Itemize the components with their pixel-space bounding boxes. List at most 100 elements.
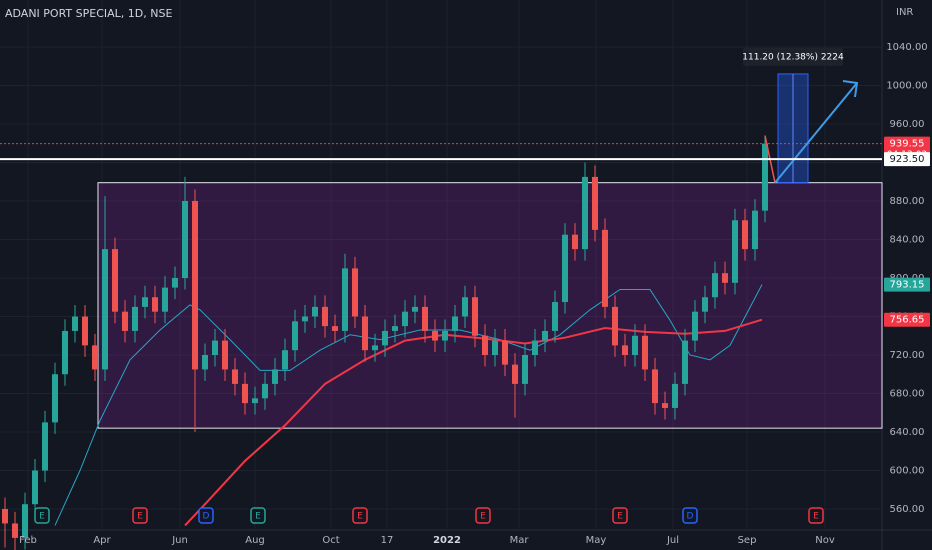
event-icon [132,507,148,524]
candle-body [482,335,488,356]
event-label: D [687,512,694,522]
x-tick-label: 17 [381,535,394,546]
candle-body [672,383,678,408]
candle-body [302,316,308,322]
candle-body [112,249,118,312]
candle-body [352,268,358,317]
y-tick-label: 880.00 [890,196,925,207]
x-tick-label: Jul [666,535,679,546]
candle-body [522,355,528,384]
chart-title: ADANI PORT SPECIAL, 1D, NSE [5,7,172,20]
x-tick-label: Feb [19,535,37,546]
candle-body [432,330,438,341]
candle-body [82,316,88,346]
candle-body [702,297,708,312]
projection-arrow [774,82,858,184]
candle-body [602,229,608,307]
price-label: 793.15 [890,280,925,291]
candle-body [2,509,8,524]
event-label: E [480,512,486,522]
candle-body [732,220,738,283]
candle-body [12,523,18,538]
candle-body [392,326,398,331]
candle-body [692,311,698,341]
candle-body [312,306,318,317]
price-label: 923.50 [890,154,925,165]
candle-body [562,234,568,303]
x-tick-label: Oct [322,535,339,546]
projection-arrow-head [842,80,859,98]
event-label: E [39,512,45,522]
candle-body [322,306,328,327]
candle-body [132,306,138,331]
x-tick-label: Sep [738,535,757,546]
candle-body [402,311,408,327]
candle-body [282,350,288,370]
candle-body [752,210,758,250]
candle-body [122,311,128,331]
y-tick-label: 960.00 [890,119,925,130]
candle-body [762,143,768,211]
candle-body [592,176,598,230]
candle-body [242,383,248,404]
event-icon [475,507,491,524]
event-icon [612,507,628,524]
candle-body [32,470,38,505]
candle-body [712,273,718,298]
candle-body [92,345,98,370]
price-label-bg [884,152,930,167]
candle-body [422,306,428,331]
candle-body [462,297,468,317]
candle-body [452,316,458,331]
candle-body [382,330,388,346]
candle-body [742,220,748,250]
x-tick-label: Nov [815,535,835,546]
price-label: 756.65 [890,315,925,326]
y-tick-label: 640.00 [890,427,925,438]
candle-body [472,297,478,336]
y-tick-label: 720.00 [890,350,925,361]
candle-body [272,369,278,384]
x-tick-label: May [586,535,607,546]
candle-body [172,277,178,288]
candle-body [622,345,628,356]
candle-body [232,369,238,384]
x-tick-label: Mar [510,535,530,546]
candle-body [492,340,498,356]
candle-body [202,355,208,370]
candle-body [72,316,78,331]
y-tick-label: 840.00 [890,234,925,245]
candle-body [652,369,658,404]
candle-body [222,340,228,370]
candle-body [262,383,268,399]
candle-body [42,422,48,471]
measure-label-bg [743,47,843,66]
event-label: D [203,512,210,522]
candle-body [212,340,218,356]
candle-body [722,273,728,283]
candle-body [552,302,558,331]
y-tick-label: 1000.00 [886,80,927,91]
event-icon [34,507,50,524]
candle-body [182,200,188,278]
candle-body [682,340,688,384]
candle-body [582,176,588,250]
candle-body [372,345,378,351]
candle-body [332,326,338,331]
event-label: E [617,512,623,522]
price-label: 939.55 [890,139,925,150]
candle-body [632,335,638,356]
event-icon [352,507,368,524]
y-tick-label: 560.00 [890,504,925,515]
candle-body [192,200,198,370]
candle-body [612,306,618,346]
price-label-bg [884,312,930,327]
candle-body [22,504,28,538]
price-label-bg [884,277,930,292]
event-label: E [357,512,363,522]
candle-body [642,335,648,370]
moving-average [184,318,763,527]
candle-body [102,249,108,370]
